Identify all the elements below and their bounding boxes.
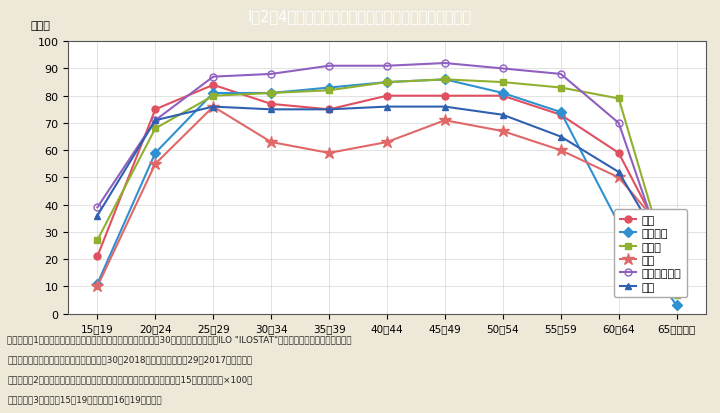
日本 bbox=[557, 113, 565, 118]
日本 bbox=[209, 83, 217, 88]
韓国 bbox=[151, 162, 160, 167]
米国 bbox=[557, 135, 565, 140]
韓国 bbox=[614, 176, 623, 180]
韓国 bbox=[267, 140, 276, 145]
フランス bbox=[209, 91, 217, 96]
フランス bbox=[557, 110, 565, 115]
米国 bbox=[209, 105, 217, 110]
フランス bbox=[267, 91, 276, 96]
日本 bbox=[672, 263, 681, 268]
ドイツ bbox=[93, 238, 102, 243]
米国 bbox=[672, 268, 681, 273]
スウェーデン bbox=[441, 62, 449, 66]
フランス bbox=[383, 81, 392, 85]
フランス bbox=[93, 282, 102, 287]
フランス bbox=[498, 91, 507, 96]
ドイツ bbox=[614, 97, 623, 102]
韓国 bbox=[672, 244, 681, 249]
Line: 日本: 日本 bbox=[94, 82, 680, 268]
ドイツ bbox=[383, 81, 392, 85]
韓国 bbox=[557, 148, 565, 153]
スウェーデン bbox=[209, 75, 217, 80]
Line: スウェーデン: スウェーデン bbox=[94, 60, 680, 296]
Line: 韓国: 韓国 bbox=[91, 101, 683, 293]
Text: 2．労働力率は，「労働力人口（就業者＋完全失業者）」／「15歳以上人口」×100。: 2．労働力率は，「労働力人口（就業者＋完全失業者）」／「15歳以上人口」×100… bbox=[7, 374, 253, 383]
スウェーデン bbox=[557, 72, 565, 77]
スウェーデン bbox=[672, 290, 681, 294]
日本 bbox=[151, 108, 160, 113]
米国 bbox=[93, 214, 102, 218]
ドイツ bbox=[151, 127, 160, 132]
ドイツ bbox=[325, 88, 333, 93]
スウェーデン bbox=[267, 72, 276, 77]
Text: I－2－4図　主要国における女性の年齢階級別労働力率: I－2－4図 主要国における女性の年齢階級別労働力率 bbox=[248, 9, 472, 24]
スウェーデン bbox=[325, 64, 333, 69]
日本 bbox=[93, 254, 102, 259]
ドイツ bbox=[672, 292, 681, 297]
Text: スウェーデン及び米国は平成30（2018）年，韓国は平成29（2017）年の値。: スウェーデン及び米国は平成30（2018）年，韓国は平成29（2017）年の値。 bbox=[7, 354, 253, 363]
スウェーデン bbox=[151, 119, 160, 123]
米国 bbox=[151, 119, 160, 123]
Line: 米国: 米国 bbox=[94, 104, 680, 274]
韓国 bbox=[498, 129, 507, 134]
韓国 bbox=[383, 140, 392, 145]
日本 bbox=[267, 102, 276, 107]
フランス bbox=[672, 303, 681, 308]
スウェーデン bbox=[498, 67, 507, 72]
フランス bbox=[325, 86, 333, 91]
スウェーデン bbox=[93, 205, 102, 210]
ドイツ bbox=[557, 86, 565, 91]
日本 bbox=[498, 94, 507, 99]
米国 bbox=[441, 105, 449, 110]
フランス bbox=[151, 151, 160, 156]
韓国 bbox=[209, 105, 217, 110]
日本 bbox=[441, 94, 449, 99]
フランス bbox=[614, 222, 623, 227]
日本 bbox=[614, 151, 623, 156]
米国 bbox=[383, 105, 392, 110]
韓国 bbox=[325, 151, 333, 156]
Text: （％）: （％） bbox=[30, 21, 50, 31]
スウェーデン bbox=[614, 121, 623, 126]
日本 bbox=[383, 94, 392, 99]
韓国 bbox=[441, 119, 449, 123]
ドイツ bbox=[441, 78, 449, 83]
ドイツ bbox=[209, 94, 217, 99]
米国 bbox=[614, 170, 623, 175]
日本 bbox=[325, 108, 333, 113]
スウェーデン bbox=[383, 64, 392, 69]
Line: ドイツ: ドイツ bbox=[94, 77, 680, 298]
Line: フランス: フランス bbox=[94, 77, 680, 309]
米国 bbox=[498, 113, 507, 118]
ドイツ bbox=[498, 81, 507, 85]
フランス bbox=[441, 78, 449, 83]
米国 bbox=[325, 108, 333, 113]
Text: 3．米国の15～19歳の値は，16～19歳の値。: 3．米国の15～19歳の値は，16～19歳の値。 bbox=[7, 394, 162, 403]
Legend: 日本, フランス, ドイツ, 韓国, スウェーデン, 米国: 日本, フランス, ドイツ, 韓国, スウェーデン, 米国 bbox=[614, 210, 688, 297]
ドイツ bbox=[267, 91, 276, 96]
Text: （備考）　1．日本は総務省「労働力調査（基本集計）」（平成30年），その他の国はILO "ILOSTAT"より作成。フランス，ドイツ，: （備考） 1．日本は総務省「労働力調査（基本集計）」（平成30年），その他の国は… bbox=[7, 335, 352, 344]
韓国 bbox=[93, 284, 102, 289]
米国 bbox=[267, 108, 276, 113]
